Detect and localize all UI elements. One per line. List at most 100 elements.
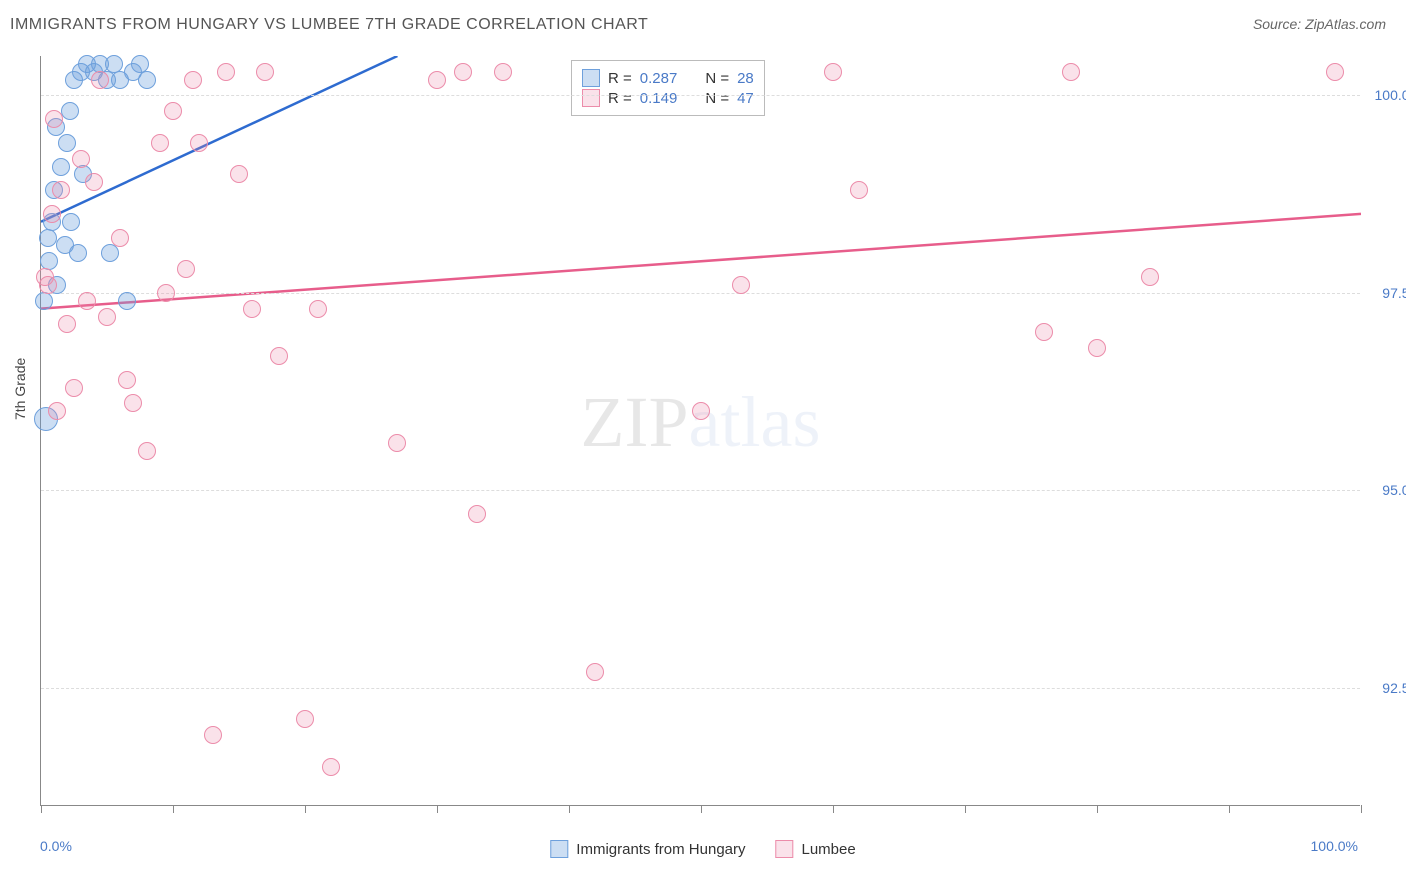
legend-row-lumbee: R = 0.149 N = 47: [582, 89, 754, 107]
y-tick-label: 92.5%: [1382, 680, 1406, 696]
data-point: [1062, 63, 1080, 81]
data-point: [58, 134, 76, 152]
data-point: [98, 308, 116, 326]
x-tick: [701, 805, 702, 813]
legend-swatch-lumbee: [776, 840, 794, 858]
data-point: [204, 726, 222, 744]
data-point: [85, 173, 103, 191]
gridline: [41, 95, 1360, 96]
data-point: [52, 158, 70, 176]
legend-r-label: R =: [608, 70, 632, 87]
data-point: [256, 63, 274, 81]
watermark-thin: atlas: [689, 382, 821, 462]
data-point: [138, 442, 156, 460]
plot-area: ZIPatlas R = 0.287 N = 28 R = 0.149 N = …: [40, 56, 1360, 806]
data-point: [36, 268, 54, 286]
data-point: [52, 181, 70, 199]
data-point: [39, 229, 57, 247]
data-point: [177, 260, 195, 278]
legend-n-value-0: 28: [737, 70, 754, 87]
legend-swatch-lumbee: [582, 89, 600, 107]
x-tick: [305, 805, 306, 813]
data-point: [190, 134, 208, 152]
data-point: [72, 150, 90, 168]
data-point: [428, 71, 446, 89]
x-tick: [833, 805, 834, 813]
legend-stats: R = 0.287 N = 28 R = 0.149 N = 47: [571, 60, 765, 116]
data-point: [1088, 339, 1106, 357]
data-point: [62, 213, 80, 231]
data-point: [91, 71, 109, 89]
data-point: [1035, 323, 1053, 341]
y-tick-label: 97.5%: [1382, 285, 1406, 301]
data-point: [1141, 268, 1159, 286]
data-point: [217, 63, 235, 81]
legend-r-value-1: 0.149: [640, 90, 678, 107]
data-point: [43, 205, 61, 223]
data-point: [230, 165, 248, 183]
data-point: [184, 71, 202, 89]
x-tick: [41, 805, 42, 813]
x-tick: [173, 805, 174, 813]
data-point: [61, 102, 79, 120]
data-point: [35, 292, 53, 310]
legend-n-label: N =: [705, 90, 729, 107]
data-point: [732, 276, 750, 294]
legend-swatch-hungary: [550, 840, 568, 858]
data-point: [45, 110, 63, 128]
data-point: [65, 379, 83, 397]
data-point: [309, 300, 327, 318]
legend-r-label: R =: [608, 90, 632, 107]
gridline: [41, 490, 1360, 491]
legend-label-lumbee: Lumbee: [802, 841, 856, 858]
data-point: [270, 347, 288, 365]
data-point: [111, 229, 129, 247]
data-point: [157, 284, 175, 302]
legend-n-label: N =: [705, 70, 729, 87]
legend-item-lumbee: Lumbee: [776, 840, 856, 858]
x-axis-label-max: 100.0%: [1311, 838, 1358, 854]
legend-label-hungary: Immigrants from Hungary: [576, 841, 745, 858]
gridline: [41, 293, 1360, 294]
y-axis-title: 7th Grade: [12, 358, 28, 420]
watermark: ZIPatlas: [581, 381, 821, 464]
legend-n-value-1: 47: [737, 90, 754, 107]
data-point: [1326, 63, 1344, 81]
x-tick: [965, 805, 966, 813]
x-tick: [569, 805, 570, 813]
data-point: [118, 371, 136, 389]
data-point: [151, 134, 169, 152]
data-point: [138, 71, 156, 89]
data-point: [494, 63, 512, 81]
watermark-bold: ZIP: [581, 382, 689, 462]
y-tick-label: 100.0%: [1375, 87, 1406, 103]
data-point: [322, 758, 340, 776]
data-point: [388, 434, 406, 452]
x-tick: [1097, 805, 1098, 813]
data-point: [850, 181, 868, 199]
data-point: [243, 300, 261, 318]
data-point: [454, 63, 472, 81]
data-point: [692, 402, 710, 420]
x-tick: [437, 805, 438, 813]
y-tick-label: 95.0%: [1382, 482, 1406, 498]
data-point: [69, 244, 87, 262]
data-point: [124, 394, 142, 412]
gridline: [41, 688, 1360, 689]
data-point: [164, 102, 182, 120]
x-axis-label-min: 0.0%: [40, 838, 72, 854]
legend-r-value-0: 0.287: [640, 70, 678, 87]
data-point: [58, 315, 76, 333]
data-point: [78, 292, 96, 310]
x-tick: [1229, 805, 1230, 813]
data-point: [48, 402, 66, 420]
trend-line: [41, 214, 1361, 309]
chart-title: IMMIGRANTS FROM HUNGARY VS LUMBEE 7TH GR…: [10, 16, 648, 34]
legend-item-hungary: Immigrants from Hungary: [550, 840, 745, 858]
legend-swatch-hungary: [582, 69, 600, 87]
data-point: [118, 292, 136, 310]
data-point: [296, 710, 314, 728]
x-tick: [1361, 805, 1362, 813]
data-point: [468, 505, 486, 523]
data-point: [101, 244, 119, 262]
